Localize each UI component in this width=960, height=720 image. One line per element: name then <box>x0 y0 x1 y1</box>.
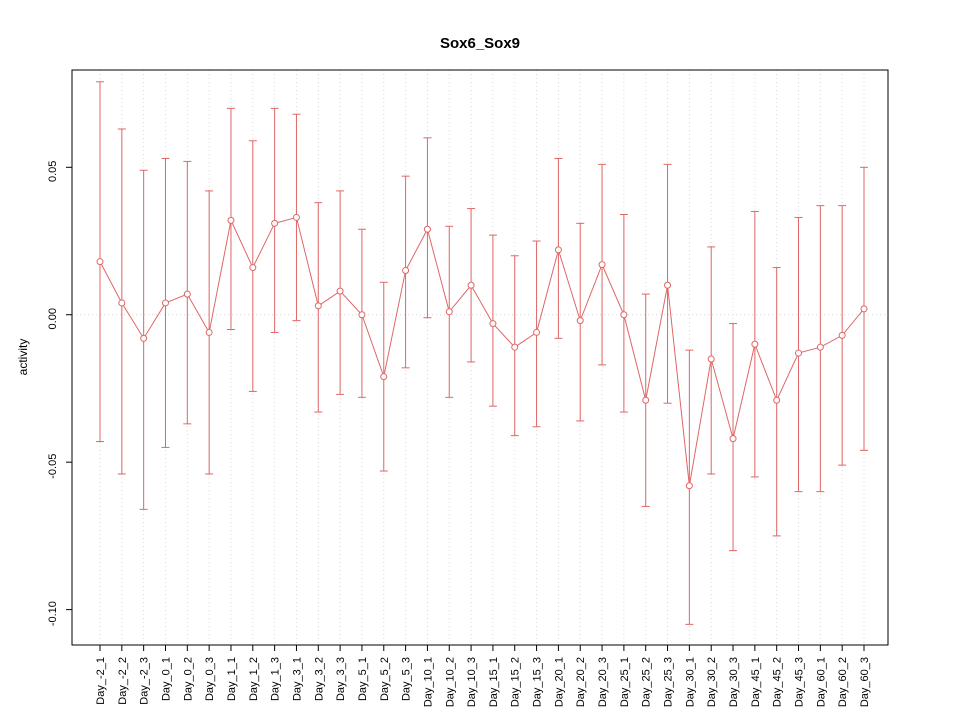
grid <box>72 70 888 645</box>
data-point <box>314 302 322 310</box>
series-line <box>99 216 865 486</box>
data-point <box>183 290 191 298</box>
error-bars <box>96 81 868 625</box>
x-tick-label: Day_15_2 <box>510 657 522 707</box>
x-tick-label: Day_10_2 <box>444 657 456 707</box>
x-tick-label: Day_25_3 <box>663 657 675 707</box>
x-tick-label: Day_3_2 <box>313 657 325 701</box>
data-point <box>423 225 431 233</box>
x-tick-label: Day_60_2 <box>837 657 849 707</box>
data-point <box>227 216 235 224</box>
x-tick-label: Day_0_3 <box>204 657 216 701</box>
y-tick-label: 0.00 <box>47 308 59 329</box>
x-tick-label: Day_3_1 <box>291 657 303 701</box>
x-tick-label: Day_25_1 <box>619 657 631 707</box>
x-tick-label: Day_3_3 <box>335 657 347 701</box>
data-point <box>489 320 497 328</box>
data-point <box>118 299 126 307</box>
data-point <box>707 355 715 363</box>
x-tick-label: Day_10_3 <box>466 657 478 707</box>
x-tick-label: Day_0_2 <box>182 657 194 701</box>
x-tick-label: Day_15_3 <box>532 657 544 707</box>
data-point <box>795 349 803 357</box>
x-tick-label: Day_15_1 <box>488 657 500 707</box>
x-axis: Day_-2_1 Day_-2_2 Day_-2_3 Day_0_1 Day_0_2 Da… <box>95 645 871 707</box>
x-tick-label: Day_1_3 <box>270 657 282 701</box>
x-tick-label: Day_20_3 <box>597 657 609 707</box>
data-point <box>773 396 781 404</box>
x-tick-label: Day_30_2 <box>706 657 718 707</box>
data-point <box>380 373 388 381</box>
data-point <box>292 213 300 221</box>
data-point <box>729 435 737 443</box>
x-tick-label: Day_25_2 <box>641 657 653 707</box>
x-tick-label: Day_30_3 <box>728 657 740 707</box>
x-tick-label: Day_1_2 <box>248 657 260 701</box>
chart-title: Sox6_Sox9 <box>440 35 520 52</box>
x-tick-label: Day_45_1 <box>750 657 762 707</box>
y-tick-label: 0.05 <box>47 161 59 182</box>
x-tick-label: Day_-2_1 <box>95 657 107 705</box>
data-point <box>576 317 584 325</box>
x-tick-label: Day_5_3 <box>401 657 413 701</box>
data-point <box>161 299 169 307</box>
data-point <box>838 331 846 339</box>
data-point <box>271 219 279 227</box>
x-tick-label: Day_-2_3 <box>139 657 151 705</box>
y-axis-label: activity <box>16 339 30 376</box>
data-point <box>751 340 759 348</box>
x-tick-label: Day_5_2 <box>379 657 391 701</box>
x-tick-label: Day_60_3 <box>859 657 871 707</box>
data-point <box>511 343 519 351</box>
x-tick-label: Day_60_1 <box>815 657 827 707</box>
x-tick-label: Day_5_1 <box>357 657 369 701</box>
data-point <box>533 328 541 336</box>
data-point <box>642 396 650 404</box>
data-point <box>358 311 366 319</box>
y-tick-label: -0.10 <box>47 601 59 626</box>
plot-border <box>71 69 889 646</box>
x-tick-label: Day_0_1 <box>160 657 172 701</box>
data-point <box>467 281 475 289</box>
data-point <box>620 311 628 319</box>
x-tick-label: Day_30_1 <box>684 657 696 707</box>
data-point <box>554 246 562 254</box>
x-tick-label: Day_45_2 <box>772 657 784 707</box>
data-point <box>402 267 410 275</box>
x-tick-label: Day_-2_2 <box>117 657 129 705</box>
data-point <box>249 264 257 272</box>
data-point <box>860 305 868 313</box>
data-point <box>598 261 606 269</box>
x-tick-label: Day_45_3 <box>794 657 806 707</box>
data-point <box>336 287 344 295</box>
data-point <box>445 308 453 316</box>
x-tick-label: Day_20_1 <box>553 657 565 707</box>
data-point <box>685 482 693 490</box>
data-point <box>96 258 104 266</box>
y-tick-label: -0.05 <box>47 454 59 479</box>
y-axis: 0.05 0.00 -0.05 -0.10 <box>47 161 72 626</box>
x-tick-label: Day_1_1 <box>226 657 238 701</box>
x-tick-label: Day_20_2 <box>575 657 587 707</box>
data-points <box>96 213 868 490</box>
x-tick-label: Day_10_1 <box>422 657 434 707</box>
data-point <box>205 328 213 336</box>
data-point <box>140 334 148 342</box>
data-point <box>664 281 672 289</box>
data-point <box>816 343 824 351</box>
